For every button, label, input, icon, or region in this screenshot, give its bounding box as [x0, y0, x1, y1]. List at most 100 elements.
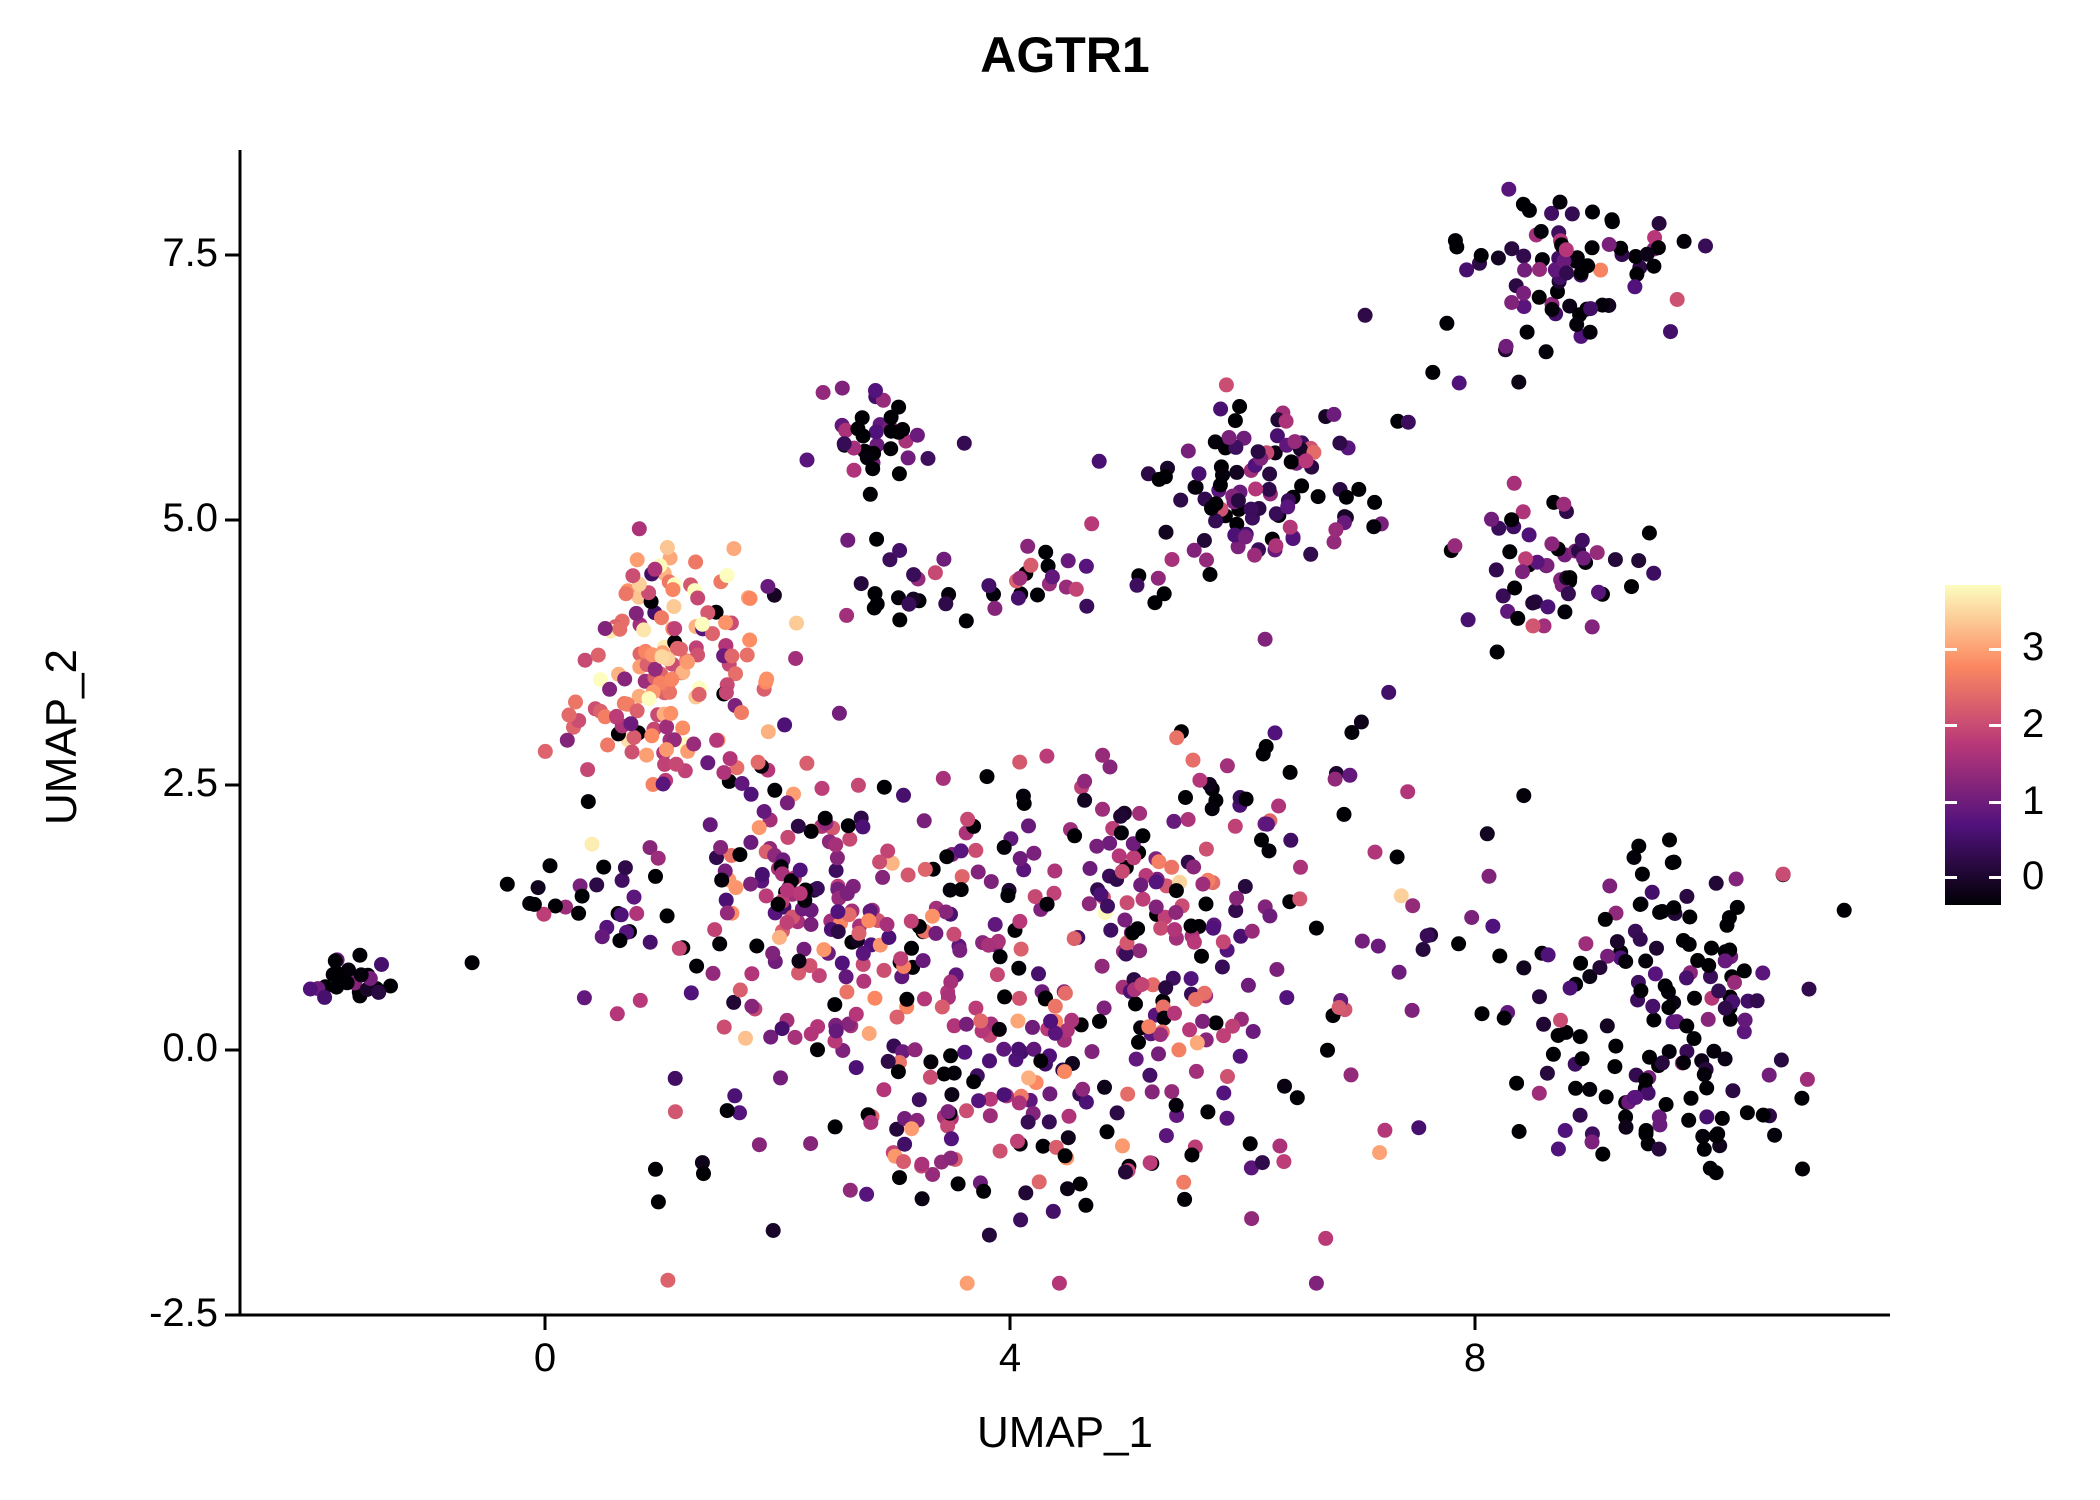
data-point: [609, 1006, 625, 1022]
data-point: [1000, 888, 1016, 904]
data-point: [1042, 1086, 1058, 1102]
data-point: [1178, 790, 1193, 805]
data-point: [718, 615, 734, 631]
data-point: [1640, 1085, 1656, 1101]
data-point: [936, 551, 952, 567]
data-point: [1012, 570, 1028, 586]
data-point: [1767, 1127, 1783, 1143]
data-point: [1598, 1089, 1614, 1105]
data-point: [836, 436, 852, 452]
data-point: [896, 787, 911, 803]
data-point: [1164, 552, 1180, 567]
data-point: [639, 747, 655, 763]
data-point: [869, 531, 885, 547]
data-point: [1447, 233, 1463, 249]
data-point: [830, 924, 846, 940]
data-point: [1147, 595, 1163, 611]
data-point: [1133, 877, 1149, 893]
data-point: [840, 532, 856, 548]
y-axis-label: UMAP_2: [37, 648, 86, 826]
data-point: [734, 705, 749, 721]
data-point: [1082, 861, 1098, 876]
data-point: [1651, 216, 1667, 231]
data-point: [1282, 519, 1298, 535]
data-point: [1167, 1005, 1182, 1021]
data-point: [1593, 262, 1609, 278]
data-point: [719, 905, 735, 921]
data-point: [668, 756, 684, 772]
data-point: [1650, 240, 1666, 256]
data-point: [983, 1091, 998, 1107]
data-point: [904, 940, 919, 956]
data-point: [791, 953, 807, 969]
data-point: [1213, 401, 1229, 417]
data-point: [1268, 506, 1284, 522]
data-point: [883, 423, 899, 439]
data-point: [1729, 899, 1745, 915]
data-point: [1114, 864, 1130, 879]
data-point: [1618, 1119, 1634, 1135]
data-point: [1216, 1085, 1232, 1101]
data-point: [1661, 1000, 1677, 1016]
data-point: [1011, 960, 1027, 976]
data-point: [1011, 1095, 1027, 1111]
data-point: [909, 427, 925, 443]
x-axis-label: UMAP_1: [976, 1408, 1154, 1457]
data-point: [882, 552, 898, 568]
data-point: [1077, 792, 1093, 808]
data-point: [1663, 324, 1678, 340]
colorbar-gradient: [1945, 585, 2001, 905]
data-point: [1219, 758, 1235, 774]
data-point: [997, 989, 1013, 1005]
data-point: [1342, 767, 1358, 783]
data-point: [743, 876, 759, 892]
data-point: [790, 818, 806, 834]
data-point: [889, 1121, 905, 1137]
data-point: [1557, 604, 1573, 620]
data-point: [1492, 948, 1508, 964]
data-point: [732, 847, 748, 863]
data-point: [925, 1167, 941, 1182]
y-tick-label: -2.5: [149, 1291, 218, 1335]
data-point: [1045, 1203, 1061, 1219]
data-point: [1628, 249, 1644, 264]
colorbar-label: 2: [2022, 701, 2045, 746]
data-point: [1584, 240, 1600, 256]
data-point: [1144, 1084, 1160, 1100]
data-point: [1279, 990, 1295, 1006]
data-point: [1243, 501, 1259, 517]
data-point: [954, 869, 970, 885]
data-point: [1504, 512, 1520, 528]
data-point: [892, 612, 908, 628]
data-point: [1736, 963, 1752, 979]
data-point: [1282, 764, 1298, 780]
data-point: [1521, 202, 1537, 218]
data-point: [1607, 552, 1623, 568]
data-point: [756, 804, 772, 819]
data-point: [958, 1016, 974, 1032]
colorbar-tick: [1945, 876, 1957, 880]
data-point: [1155, 999, 1171, 1015]
data-point: [574, 888, 590, 904]
data-point: [1208, 1015, 1224, 1031]
data-point: [1518, 551, 1534, 567]
data-point: [1237, 529, 1253, 545]
colorbar-tick: [1989, 876, 2001, 880]
data-point: [327, 953, 343, 969]
data-point: [683, 985, 699, 1001]
data-point: [590, 647, 606, 663]
data-point: [1060, 553, 1076, 569]
data-point: [1682, 909, 1698, 925]
data-point: [1490, 250, 1506, 266]
data-point: [1044, 569, 1060, 585]
data-point: [1021, 1070, 1037, 1086]
data-point: [700, 755, 716, 771]
data-point: [1540, 947, 1556, 963]
data-point: [1176, 1174, 1192, 1190]
data-point: [876, 1082, 892, 1098]
data-point: [928, 925, 944, 941]
data-point: [1026, 845, 1042, 861]
colorbar-tick: [1945, 724, 1957, 728]
data-point: [688, 554, 704, 570]
data-point: [1261, 843, 1277, 859]
